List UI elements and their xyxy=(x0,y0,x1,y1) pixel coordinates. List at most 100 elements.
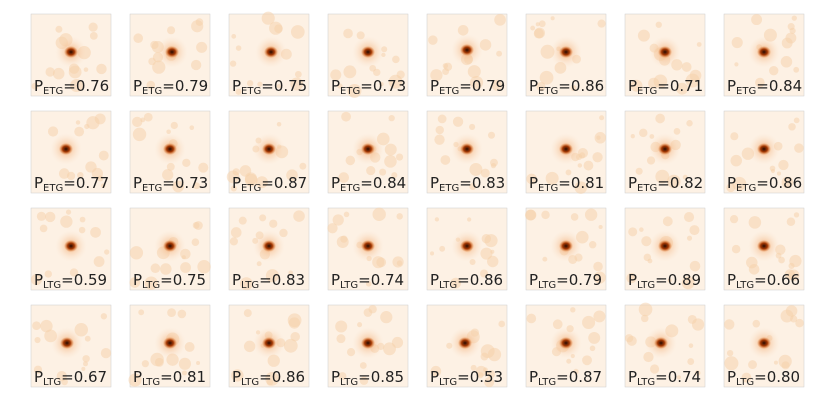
noise xyxy=(467,217,472,222)
noise xyxy=(359,362,367,369)
panel: PETG=0.82 xyxy=(624,110,706,194)
label-symbol: P xyxy=(529,271,538,289)
noise xyxy=(86,116,100,130)
noise xyxy=(230,227,242,238)
noise xyxy=(265,269,280,283)
noise xyxy=(484,234,498,248)
panel: PETG=0.86 xyxy=(723,110,805,194)
panel-label: PLTG=0.66 xyxy=(727,271,800,291)
noise xyxy=(55,25,63,33)
label-class: ETG xyxy=(142,183,162,194)
noise xyxy=(395,153,404,161)
panel: PETG=0.79 xyxy=(129,13,211,97)
noise xyxy=(552,319,563,330)
noise xyxy=(626,273,637,284)
panel-label: PETG=0.77 xyxy=(34,174,109,194)
label-class: ETG xyxy=(43,86,63,97)
panel: PETG=0.79 xyxy=(426,13,508,97)
noise xyxy=(781,176,794,189)
noise xyxy=(788,262,795,269)
noise xyxy=(65,209,72,215)
label-probability: 0.80 xyxy=(767,368,800,386)
label-relation: = xyxy=(61,368,74,386)
label-relation: = xyxy=(259,368,272,386)
label-symbol: P xyxy=(34,368,43,386)
noise xyxy=(162,169,174,181)
noise xyxy=(682,174,688,180)
label-symbol: P xyxy=(232,271,241,289)
noise xyxy=(52,67,65,80)
noise xyxy=(694,370,701,376)
noise xyxy=(430,69,443,82)
noise xyxy=(536,81,546,92)
panel: PLTG=0.74 xyxy=(624,302,706,388)
noise xyxy=(89,32,98,40)
galaxy-core xyxy=(460,143,474,155)
noise xyxy=(384,155,397,168)
noise xyxy=(133,33,144,44)
noise xyxy=(337,83,343,89)
noise xyxy=(662,216,673,227)
noise xyxy=(336,236,349,248)
noise xyxy=(490,163,497,169)
noise xyxy=(676,82,689,95)
panel: PLTG=0.79 xyxy=(524,207,607,291)
label-relation: = xyxy=(756,77,769,95)
noise xyxy=(391,172,398,179)
noise xyxy=(689,260,701,272)
noise xyxy=(778,256,785,264)
label-class: LTG xyxy=(538,280,556,291)
label-probability: 0.79 xyxy=(569,271,602,289)
galaxy-core xyxy=(458,337,472,349)
label-class: ETG xyxy=(439,183,459,194)
noise xyxy=(346,347,356,357)
noise xyxy=(257,81,263,87)
noise xyxy=(170,121,178,130)
noise xyxy=(539,70,554,85)
panel-label: PETG=0.83 xyxy=(430,174,505,194)
noise xyxy=(269,21,283,35)
panel: PETG=0.81 xyxy=(525,110,607,194)
label-symbol: P xyxy=(133,368,142,386)
noise xyxy=(667,278,672,283)
label-probability: 0.75 xyxy=(173,271,206,289)
noise xyxy=(541,210,550,220)
label-relation: = xyxy=(655,271,668,289)
noise xyxy=(140,117,146,123)
label-probability: 0.74 xyxy=(371,271,404,289)
label-class: ETG xyxy=(340,86,360,97)
noise xyxy=(327,223,338,234)
noise xyxy=(475,365,487,377)
noise xyxy=(582,355,592,366)
noise xyxy=(435,125,444,135)
noise xyxy=(39,224,48,233)
label-class: ETG xyxy=(637,86,657,97)
noise xyxy=(98,150,109,161)
label-symbol: P xyxy=(727,77,736,95)
panel: PLTG=0.75 xyxy=(129,207,211,291)
noise xyxy=(93,256,105,267)
label-relation: = xyxy=(63,174,76,192)
noise xyxy=(731,244,741,254)
noise xyxy=(150,263,161,274)
label-probability: 0.87 xyxy=(274,174,307,192)
label-relation: = xyxy=(360,77,373,95)
noise xyxy=(129,246,144,260)
noise xyxy=(232,168,240,176)
label-class: ETG xyxy=(43,183,63,194)
galaxy-core xyxy=(658,240,672,252)
galaxy-core xyxy=(654,337,668,349)
label-class: LTG xyxy=(142,280,160,291)
noise xyxy=(746,256,758,269)
panel-label: PETG=0.81 xyxy=(529,174,604,194)
noise xyxy=(47,126,59,137)
label-relation: = xyxy=(261,174,274,192)
noise xyxy=(781,361,790,370)
noise xyxy=(696,42,702,47)
noise xyxy=(172,180,185,193)
noise xyxy=(791,15,797,21)
galaxy-core xyxy=(60,337,74,349)
panel: PETG=0.83 xyxy=(426,110,508,194)
label-class: LTG xyxy=(439,377,457,388)
noise xyxy=(150,352,164,367)
